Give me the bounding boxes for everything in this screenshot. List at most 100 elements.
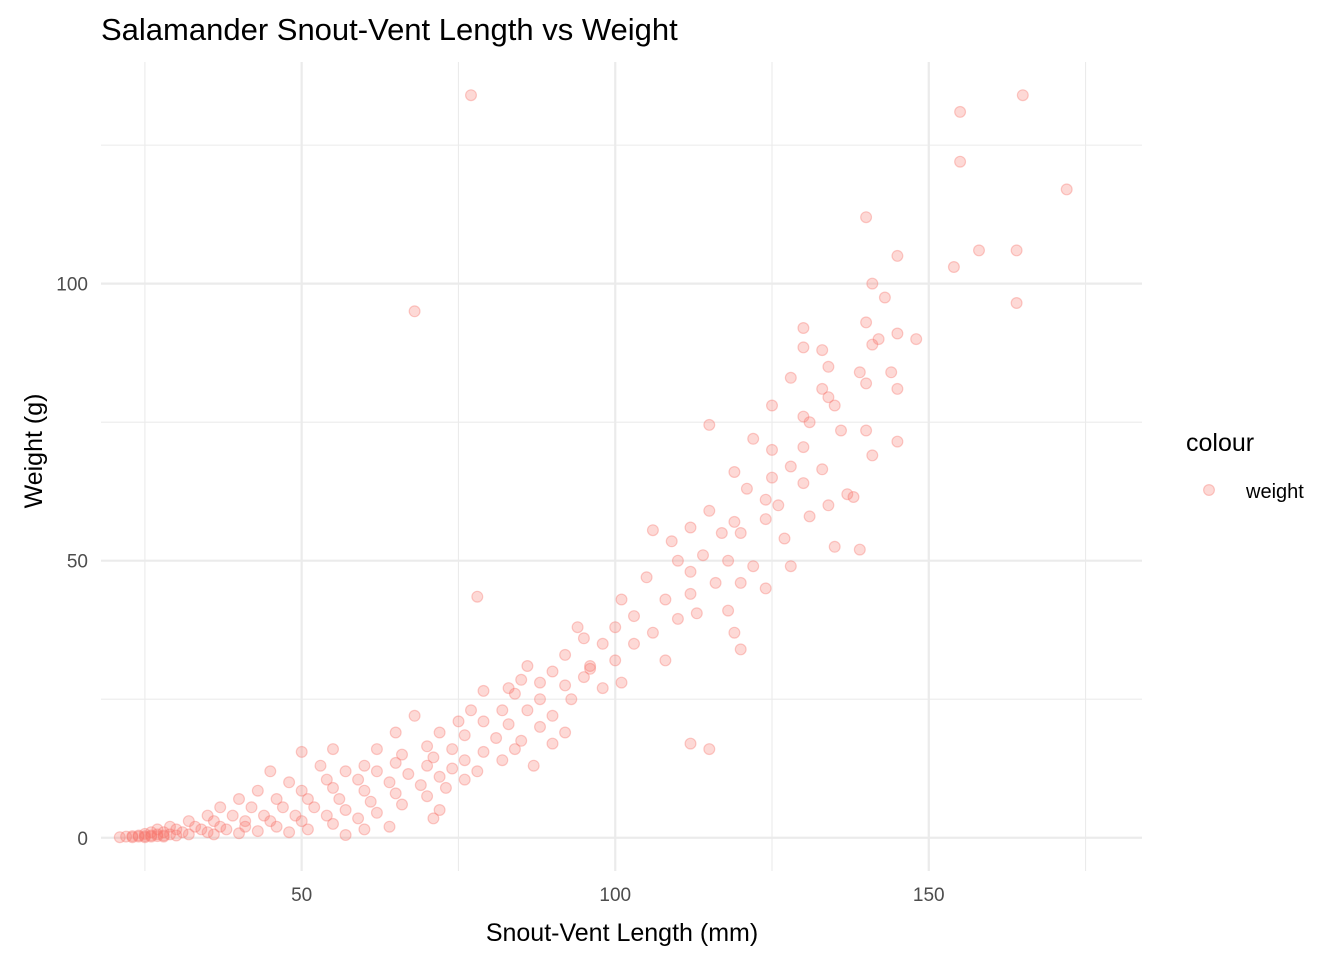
data-point xyxy=(358,759,371,772)
data-point xyxy=(145,826,158,839)
data-point xyxy=(126,831,139,844)
data-point xyxy=(860,211,873,224)
data-point xyxy=(446,743,459,756)
data-point xyxy=(151,830,164,843)
data-point xyxy=(722,604,735,617)
data-point xyxy=(853,366,866,379)
data-point xyxy=(333,792,346,805)
data-point xyxy=(521,704,534,717)
data-point xyxy=(891,249,904,262)
data-point xyxy=(734,576,747,589)
data-point xyxy=(866,338,879,351)
data-point xyxy=(784,560,797,573)
data-point xyxy=(270,820,283,833)
data-point xyxy=(251,784,264,797)
data-point xyxy=(954,105,967,118)
legend: colour weight xyxy=(1186,429,1304,503)
data-point xyxy=(226,809,239,822)
x-tick-label: 50 xyxy=(291,885,312,906)
data-point xyxy=(245,801,258,814)
data-point xyxy=(145,830,158,843)
data-point xyxy=(358,823,371,836)
data-point xyxy=(885,366,898,379)
data-point xyxy=(239,815,252,828)
data-point xyxy=(427,812,440,825)
data-point xyxy=(609,654,622,667)
data-point xyxy=(715,526,728,539)
data-point xyxy=(157,829,170,842)
data-point xyxy=(138,830,151,843)
data-point xyxy=(383,776,396,789)
data-point xyxy=(696,549,709,562)
data-point xyxy=(684,737,697,750)
data-point xyxy=(258,809,271,822)
data-point xyxy=(396,798,409,811)
data-point xyxy=(797,322,810,335)
data-point xyxy=(465,89,478,102)
data-point xyxy=(170,823,183,836)
data-point xyxy=(164,820,177,833)
data-point xyxy=(339,828,352,841)
data-point xyxy=(822,360,835,373)
data-point xyxy=(546,665,559,678)
data-point xyxy=(822,499,835,512)
data-point xyxy=(132,830,145,843)
data-point xyxy=(182,828,195,841)
data-point xyxy=(803,510,816,523)
data-point xyxy=(722,554,735,567)
data-point xyxy=(214,801,227,814)
data-point xyxy=(816,344,829,357)
data-point xyxy=(251,825,264,838)
data-point xyxy=(747,432,760,445)
data-point xyxy=(609,621,622,634)
data-point xyxy=(138,827,151,840)
data-point xyxy=(659,654,672,667)
data-point xyxy=(866,277,879,290)
data-point xyxy=(220,823,233,836)
data-point xyxy=(327,743,340,756)
data-point xyxy=(233,827,246,840)
data-point xyxy=(527,759,540,772)
data-point xyxy=(421,759,434,772)
data-point xyxy=(414,779,427,792)
data-point xyxy=(157,826,170,839)
data-point xyxy=(571,621,584,634)
data-point xyxy=(559,648,572,661)
data-point xyxy=(295,745,308,758)
data-point xyxy=(339,803,352,816)
data-point xyxy=(709,576,722,589)
data-point xyxy=(853,543,866,556)
data-point xyxy=(728,626,741,639)
data-point xyxy=(521,659,534,672)
data-point xyxy=(1010,297,1023,310)
data-point xyxy=(151,823,164,836)
data-point xyxy=(233,792,246,805)
data-point xyxy=(339,765,352,778)
data-point xyxy=(389,787,402,800)
data-point xyxy=(358,784,371,797)
data-point xyxy=(910,333,923,346)
data-point xyxy=(671,612,684,625)
data-point xyxy=(891,435,904,448)
data-point xyxy=(784,460,797,473)
data-point xyxy=(157,830,170,843)
data-point xyxy=(627,637,640,650)
data-point xyxy=(508,687,521,700)
data-points xyxy=(113,89,1073,844)
data-point xyxy=(389,756,402,769)
data-point xyxy=(276,801,289,814)
data-point xyxy=(533,676,546,689)
data-point xyxy=(640,571,653,584)
data-point xyxy=(797,410,810,423)
data-point xyxy=(765,443,778,456)
data-point xyxy=(201,809,214,822)
data-point xyxy=(778,532,791,545)
data-point xyxy=(370,743,383,756)
data-point xyxy=(684,587,697,600)
y-axis-title: Weight (g) xyxy=(20,394,48,509)
data-point xyxy=(490,731,503,744)
data-point xyxy=(452,715,465,728)
data-point xyxy=(433,770,446,783)
data-point xyxy=(665,535,678,548)
legend-label-weight: weight xyxy=(1245,481,1304,503)
